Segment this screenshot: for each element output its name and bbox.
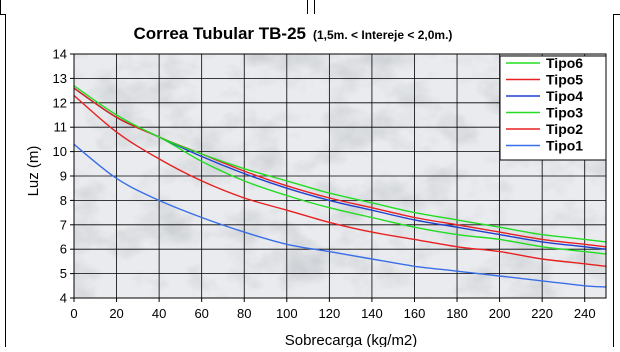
legend-label-tipo4: Tipo4: [546, 88, 583, 104]
x-tick-label: 80: [237, 306, 251, 321]
x-tick-label: 0: [70, 306, 77, 321]
top-bar-right: [314, 0, 620, 15]
legend-label-tipo6: Tipo6: [546, 55, 583, 71]
x-tick-label: 120: [319, 306, 341, 321]
series-lines: [73, 85, 607, 288]
x-tick-label: 200: [489, 306, 511, 321]
legend-label-tipo1: Tipo1: [546, 138, 583, 154]
x-tick-label: 60: [194, 306, 208, 321]
y-tick-label: 6: [60, 242, 67, 257]
x-tick-label: 240: [574, 306, 596, 321]
x-tick-label: 100: [276, 306, 298, 321]
y-tick-label: 8: [60, 193, 67, 208]
x-tick-label: 180: [446, 306, 468, 321]
x-tick-label: 220: [531, 306, 553, 321]
y-axis-ticks: 4 5 6 7 8 9 10 11 12 13 14: [53, 47, 74, 306]
series-line-tipo6: [73, 85, 607, 243]
legend-label-tipo5: Tipo5: [546, 72, 583, 88]
y-tick-label: 12: [53, 95, 67, 110]
x-axis-label: Sobrecarga (kg/m2): [285, 332, 418, 347]
top-bar-left: [0, 0, 308, 15]
chart-title: Correa Tubular TB-25: [133, 24, 306, 43]
x-tick-label: 160: [404, 306, 426, 321]
chart-frame: Correa Tubular TB-25 (1,5m. < Intereje <…: [5, 14, 614, 349]
y-tick-label: 11: [54, 120, 68, 135]
y-tick-label: 10: [53, 144, 67, 159]
x-tick-label: 140: [361, 306, 383, 321]
y-tick-label: 9: [60, 169, 67, 184]
legend-box: [499, 55, 607, 161]
chart-subtitle: (1,5m. < Intereje < 2,0m.): [313, 28, 452, 42]
y-tick-label: 4: [60, 291, 67, 306]
series-line-tipo2: [73, 94, 607, 267]
x-tick-label: 40: [152, 306, 166, 321]
y-axis-label: Luz (m): [25, 146, 42, 197]
legend-label-tipo3: Tipo3: [546, 105, 583, 121]
y-tick-label: 7: [60, 217, 67, 232]
legend-label-tipo2: Tipo2: [546, 121, 583, 137]
x-axis-ticks: 0 20 40 60 80 100 120 140 160 180 200 220 240: [70, 298, 596, 321]
series-line-tipo1: [73, 143, 607, 288]
y-tick-label: 5: [60, 266, 67, 281]
y-tick-label: 14: [53, 47, 67, 62]
line-chart: Correa Tubular TB-25 (1,5m. < Intereje <…: [25, 24, 607, 349]
y-tick-label: 13: [53, 71, 67, 86]
x-tick-label: 20: [109, 306, 123, 321]
